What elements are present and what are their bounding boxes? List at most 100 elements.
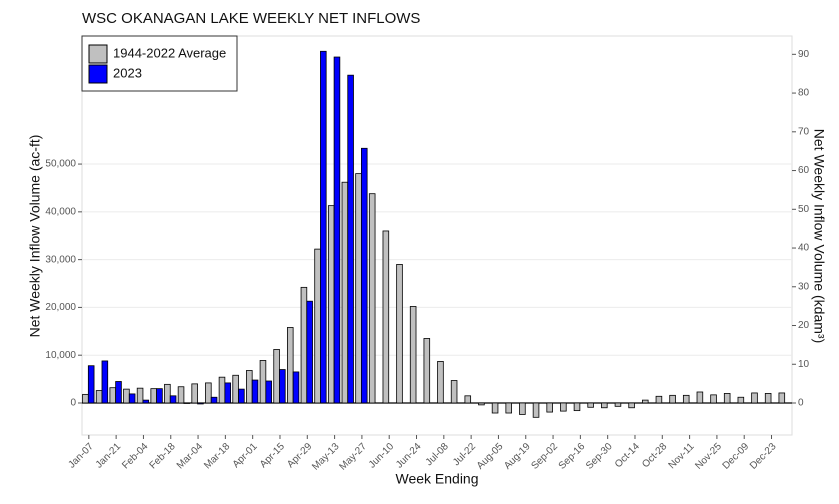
bar — [437, 361, 444, 404]
bar — [292, 371, 300, 404]
x-tick-label: May-13 — [310, 441, 342, 473]
bar — [587, 402, 594, 408]
bar — [341, 181, 349, 404]
x-tick-label: Mar-18 — [202, 441, 232, 471]
bar — [710, 394, 717, 404]
bar — [601, 402, 608, 409]
bar — [382, 230, 390, 404]
bar — [82, 393, 89, 404]
x-tick-label: Mar-04 — [175, 441, 205, 471]
bar — [101, 360, 109, 404]
bar — [259, 360, 267, 404]
x-tick-label: Feb-04 — [120, 441, 150, 471]
x-axis-title: Week Ending — [395, 471, 478, 487]
x-tick-label: Aug-19 — [502, 441, 533, 472]
bar — [464, 395, 472, 404]
bar — [361, 147, 368, 404]
y-tick-label: 10,000 — [45, 350, 76, 361]
bar — [210, 396, 218, 404]
bar — [300, 286, 308, 404]
x-tick-label: Oct-14 — [613, 441, 642, 470]
x-tick-label: Apr-01 — [231, 441, 260, 470]
y2-tick-label: 20 — [798, 320, 810, 331]
legend-label: 1944-2022 Average — [113, 45, 226, 60]
bar — [347, 74, 354, 404]
bar — [355, 173, 362, 404]
bar — [560, 402, 567, 412]
bar — [191, 383, 198, 404]
y-tick-label: 0 — [70, 398, 76, 409]
y2-tick-label: 80 — [798, 88, 810, 99]
x-tick-label: Jan-21 — [94, 441, 124, 471]
bar — [628, 402, 635, 409]
bar — [109, 387, 117, 404]
y-tick-label: 30,000 — [45, 254, 76, 265]
bar — [286, 327, 294, 404]
bar — [519, 402, 526, 415]
y-tick-label: 20,000 — [45, 302, 76, 313]
y-tick-label: 50,000 — [45, 159, 76, 170]
x-tick-label: Aug-05 — [475, 441, 506, 472]
y2-tick-label: 10 — [798, 359, 810, 370]
plot-border — [81, 35, 793, 436]
x-tick-label: Nov-11 — [667, 441, 697, 471]
bar — [737, 396, 745, 404]
x-tick-label: Nov-25 — [693, 441, 724, 472]
bar — [409, 306, 417, 404]
x-tick-label: Jan-07 — [66, 441, 96, 471]
bar — [306, 300, 313, 404]
bar — [232, 374, 239, 404]
bar — [224, 382, 232, 404]
bar — [251, 379, 259, 404]
x-tick-label: Dec-23 — [748, 441, 779, 472]
x-tick-label: Apr-15 — [258, 441, 287, 470]
bar — [238, 388, 245, 404]
bar — [197, 402, 204, 405]
bar — [314, 248, 321, 404]
y2-tick-label: 50 — [798, 204, 810, 215]
legend-swatch — [88, 64, 108, 84]
bar — [573, 402, 581, 412]
bar — [142, 399, 150, 404]
bar — [682, 394, 690, 404]
y-tick-label: 40,000 — [45, 206, 76, 217]
legend-label: 2023 — [113, 65, 142, 80]
bar — [491, 402, 499, 414]
bar — [150, 388, 157, 404]
y2-tick-label: 90 — [798, 49, 810, 60]
bar — [333, 56, 341, 404]
x-tick-label: Dec-09 — [721, 441, 752, 472]
bar — [396, 264, 403, 404]
bar — [723, 393, 731, 404]
x-tick-label: Jul-08 — [424, 441, 451, 468]
bar — [205, 382, 212, 404]
bar — [265, 380, 272, 404]
x-tick-label: May-27 — [338, 441, 370, 473]
legend-swatch — [88, 44, 108, 64]
bar — [320, 50, 327, 404]
bar — [95, 390, 103, 404]
legend: 1944-2022 Average 2023 — [81, 35, 238, 92]
bar — [505, 402, 512, 414]
bar — [450, 380, 458, 404]
bar — [642, 399, 649, 404]
bar — [169, 395, 177, 404]
bar — [614, 402, 622, 407]
y2-axis-title: Net Weekly Inflow Volume (kdam³) — [811, 129, 827, 343]
bar — [478, 402, 485, 406]
x-tick-label: Feb-18 — [148, 441, 178, 471]
bar — [123, 388, 130, 404]
bar — [115, 381, 122, 404]
bar — [279, 369, 286, 404]
x-tick-label: Sep-16 — [557, 441, 588, 472]
y2-tick-label: 60 — [798, 165, 810, 176]
x-tick-label: Jun-24 — [394, 441, 424, 471]
bar — [327, 205, 335, 404]
y2-tick-label: 70 — [798, 126, 810, 137]
bar — [423, 338, 431, 404]
bar — [164, 383, 171, 404]
y2-tick-label: 0 — [798, 398, 804, 409]
x-tick-label: Oct-28 — [640, 441, 669, 470]
bar — [655, 395, 663, 404]
